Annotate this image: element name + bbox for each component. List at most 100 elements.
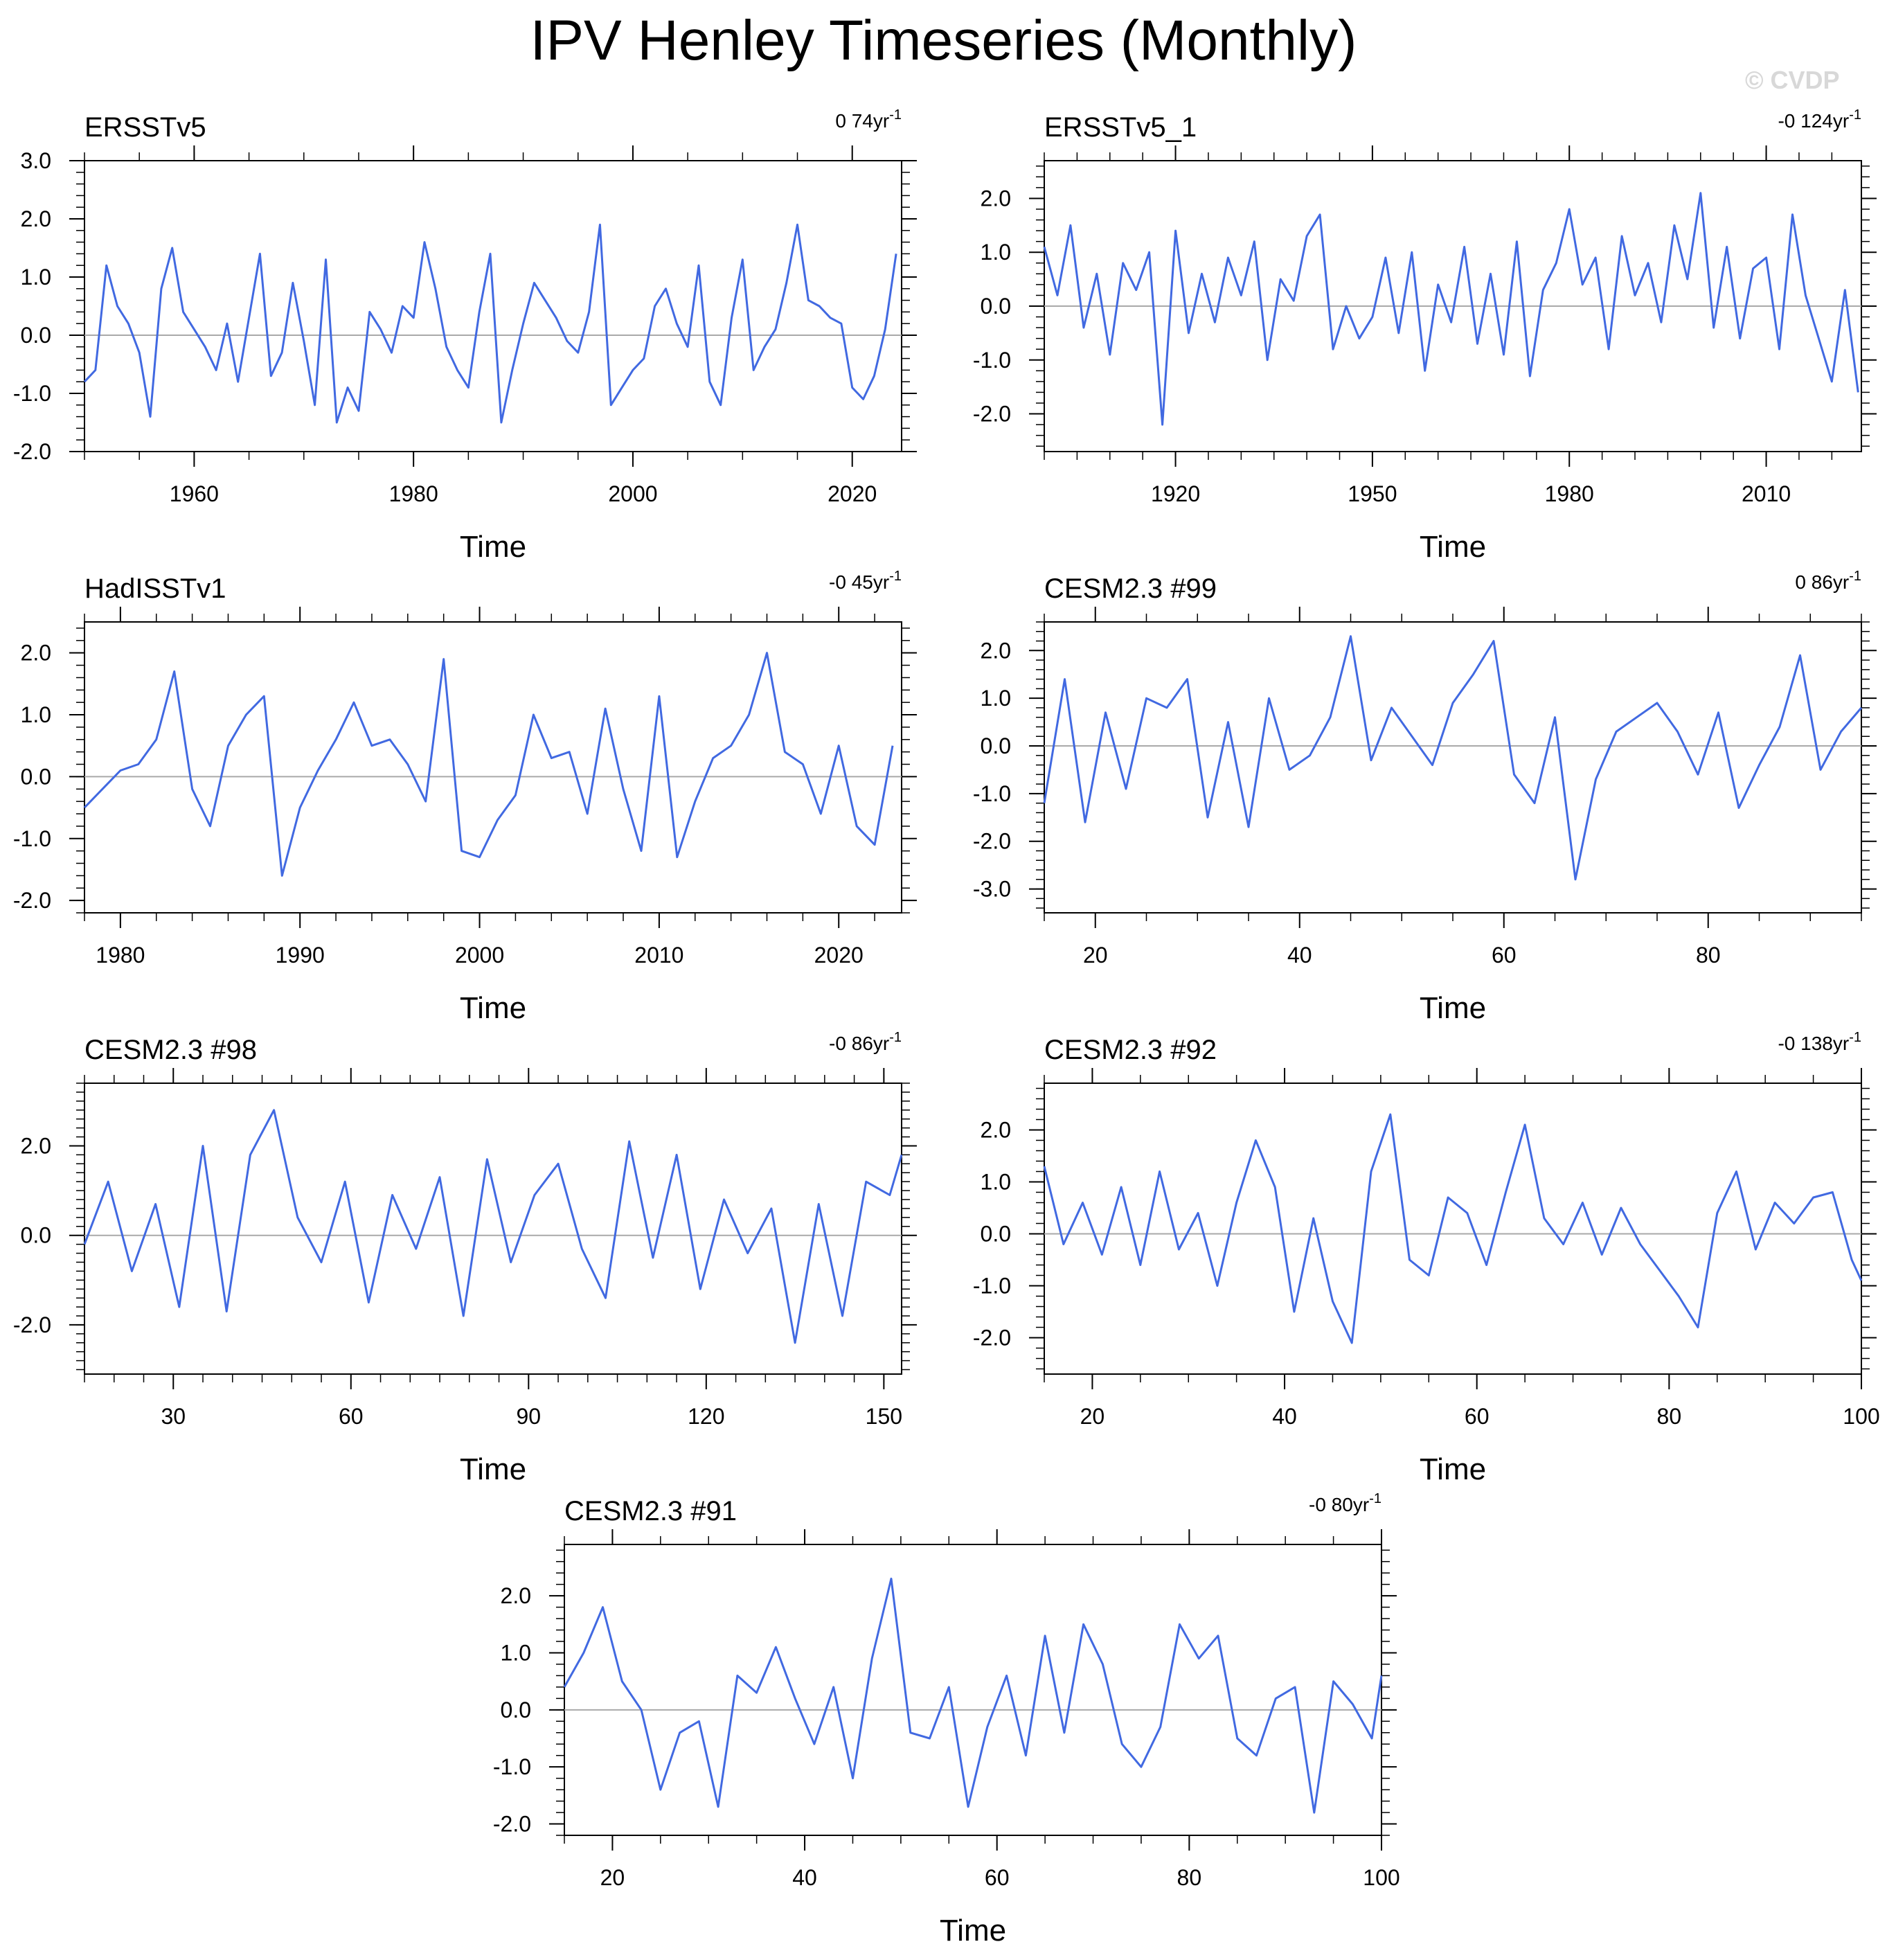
plot-frame bbox=[1044, 621, 1862, 914]
y-tick-label: 2.0 bbox=[21, 1133, 51, 1158]
trend-value: -0 45yr bbox=[829, 571, 889, 593]
x-tick-label: 90 bbox=[517, 1404, 542, 1429]
y-tick-label: 1.0 bbox=[21, 265, 51, 289]
chart-panel-1: 3.0 2.0 1.0 0.0 -1.0 -2.0 1960 1980 2000 2020 ERSS… bbox=[13, 107, 917, 564]
x-tick-label: 20 bbox=[1080, 1404, 1105, 1429]
y-tick-label: 1.0 bbox=[501, 1640, 531, 1665]
x-tick-label: 60 bbox=[1492, 943, 1517, 968]
x-tick-label: 20 bbox=[600, 1865, 625, 1890]
y-tick-label: -2.0 bbox=[13, 439, 51, 464]
y-tick-label: -2.0 bbox=[973, 402, 1011, 427]
plot-frame bbox=[84, 160, 902, 452]
y-tick-label: -2.0 bbox=[13, 1312, 51, 1337]
y-tick-label: 2.0 bbox=[981, 186, 1011, 211]
x-tick-label: 150 bbox=[866, 1404, 902, 1429]
y-tick-label: 0.0 bbox=[981, 1222, 1011, 1247]
series-line-1 bbox=[1043, 1113, 1863, 1344]
x-axis-label: Time bbox=[460, 1452, 526, 1486]
trend-value: -0 138yr bbox=[1778, 1033, 1849, 1054]
y-tick-label: 2.0 bbox=[981, 638, 1011, 663]
watermark: © CVDP bbox=[1745, 66, 1840, 94]
x-tick-label: 1980 bbox=[389, 481, 438, 506]
x-tick-label: 60 bbox=[985, 1865, 1010, 1890]
trend-value: -0 86yr bbox=[829, 1033, 889, 1054]
x-tick-label: 40 bbox=[1272, 1404, 1297, 1429]
y-tick-label: 2.0 bbox=[21, 206, 51, 231]
chart-panel-3: 2.0 1.0 0.0 -1.0 -2.0 1980 1990 2000 2010 2020 Had… bbox=[13, 569, 917, 1025]
chart-panel-5: 2.0 0.0 -2.0 30 60 90 120 150 CESM2.3 #98 -0 86yr… bbox=[13, 1030, 917, 1486]
y-tick-label: 2.0 bbox=[981, 1118, 1011, 1143]
y-tick-label: 0.0 bbox=[981, 733, 1011, 758]
plot-frame bbox=[1044, 1083, 1862, 1375]
x-tick-label: 40 bbox=[1287, 943, 1312, 968]
y-tick-label: 0.0 bbox=[21, 323, 51, 348]
y-tick-label: 3.0 bbox=[21, 148, 51, 173]
x-tick-label: 60 bbox=[339, 1404, 364, 1429]
trend-exponent: -1 bbox=[1849, 569, 1861, 584]
y-tick-label: -1.0 bbox=[973, 781, 1011, 806]
x-tick-label: 1960 bbox=[170, 481, 219, 506]
chart-panel-4: 2.0 1.0 0.0 -1.0 -2.0 -3.0 20 40 60 80 CESM2.3 #99… bbox=[973, 569, 1877, 1025]
x-axis-label: Time bbox=[1420, 991, 1486, 1025]
y-tick-label: -3.0 bbox=[973, 877, 1011, 902]
plot-frame bbox=[84, 1083, 902, 1375]
trend-exponent: -1 bbox=[1849, 1030, 1861, 1045]
trend-exponent: -1 bbox=[1849, 107, 1861, 123]
x-axis-label: Time bbox=[1420, 530, 1486, 564]
series-line-1 bbox=[83, 1109, 903, 1344]
x-tick-label: 20 bbox=[1083, 943, 1108, 968]
panel-title: CESM2.3 #98 bbox=[84, 1035, 257, 1065]
y-tick-label: 0.0 bbox=[501, 1698, 531, 1722]
x-tick-label: 1990 bbox=[276, 943, 325, 968]
y-tick-label: -1.0 bbox=[13, 381, 51, 406]
trend-label: 0 86yr-1 bbox=[1795, 569, 1861, 593]
x-tick-label: 2010 bbox=[634, 943, 683, 968]
chart-panel-7: 2.0 1.0 0.0 -1.0 -2.0 20 40 60 80 100 CESM2.3 #91 -… bbox=[493, 1491, 1400, 1948]
x-tick-label: 100 bbox=[1843, 1404, 1879, 1429]
trend-value: -0 124yr bbox=[1778, 110, 1849, 132]
plot-frame bbox=[564, 1544, 1382, 1836]
trend-value: 0 86yr bbox=[1795, 571, 1849, 593]
plot-frame bbox=[84, 621, 902, 914]
y-tick-label: -1.0 bbox=[973, 348, 1011, 373]
trend-label: -0 138yr-1 bbox=[1778, 1030, 1861, 1054]
x-tick-label: 2020 bbox=[828, 481, 877, 506]
x-tick-label: 100 bbox=[1363, 1865, 1399, 1890]
x-tick-label: 40 bbox=[792, 1865, 817, 1890]
x-axis-label: Time bbox=[460, 991, 526, 1025]
trend-exponent: -1 bbox=[889, 1030, 902, 1045]
y-tick-label: 0.0 bbox=[21, 1223, 51, 1248]
chart-panel-6: 2.0 1.0 0.0 -1.0 -2.0 20 40 60 80 100 CESM2.3 #92 -… bbox=[973, 1030, 1880, 1486]
x-tick-label: 120 bbox=[688, 1404, 724, 1429]
series-line-1 bbox=[83, 223, 897, 424]
y-tick-label: 2.0 bbox=[501, 1583, 531, 1608]
y-tick-label: 1.0 bbox=[981, 686, 1011, 711]
trend-value: -0 80yr bbox=[1309, 1494, 1369, 1515]
trend-label: -0 86yr-1 bbox=[829, 1030, 902, 1054]
y-tick-label: -1.0 bbox=[493, 1754, 531, 1779]
trend-exponent: -1 bbox=[889, 569, 902, 584]
y-tick-label: 1.0 bbox=[981, 1170, 1011, 1195]
x-tick-label: 80 bbox=[1177, 1865, 1202, 1890]
trend-label: -0 45yr-1 bbox=[829, 569, 902, 593]
y-tick-label: 1.0 bbox=[21, 702, 51, 727]
trend-label: 0 74yr-1 bbox=[835, 107, 902, 132]
x-axis-label: Time bbox=[940, 1914, 1006, 1948]
x-tick-label: 2020 bbox=[814, 943, 864, 968]
x-axis-label: Time bbox=[1420, 1452, 1486, 1486]
trend-label: -0 80yr-1 bbox=[1309, 1491, 1381, 1515]
y-tick-label: -2.0 bbox=[973, 829, 1011, 854]
trend-exponent: -1 bbox=[1369, 1491, 1381, 1506]
x-tick-label: 1980 bbox=[96, 943, 145, 968]
x-tick-label: 60 bbox=[1465, 1404, 1490, 1429]
x-axis-label: Time bbox=[460, 530, 526, 564]
main-title: IPV Henley Timeseries (Monthly) bbox=[530, 9, 1357, 72]
x-tick-label: 1950 bbox=[1348, 481, 1397, 506]
x-tick-label: 1980 bbox=[1545, 481, 1594, 506]
y-tick-label: 1.0 bbox=[981, 240, 1011, 265]
y-tick-label: -1.0 bbox=[13, 826, 51, 851]
panel-title: CESM2.3 #91 bbox=[564, 1496, 737, 1526]
series-line-1 bbox=[83, 652, 894, 877]
y-tick-label: -1.0 bbox=[973, 1274, 1011, 1299]
